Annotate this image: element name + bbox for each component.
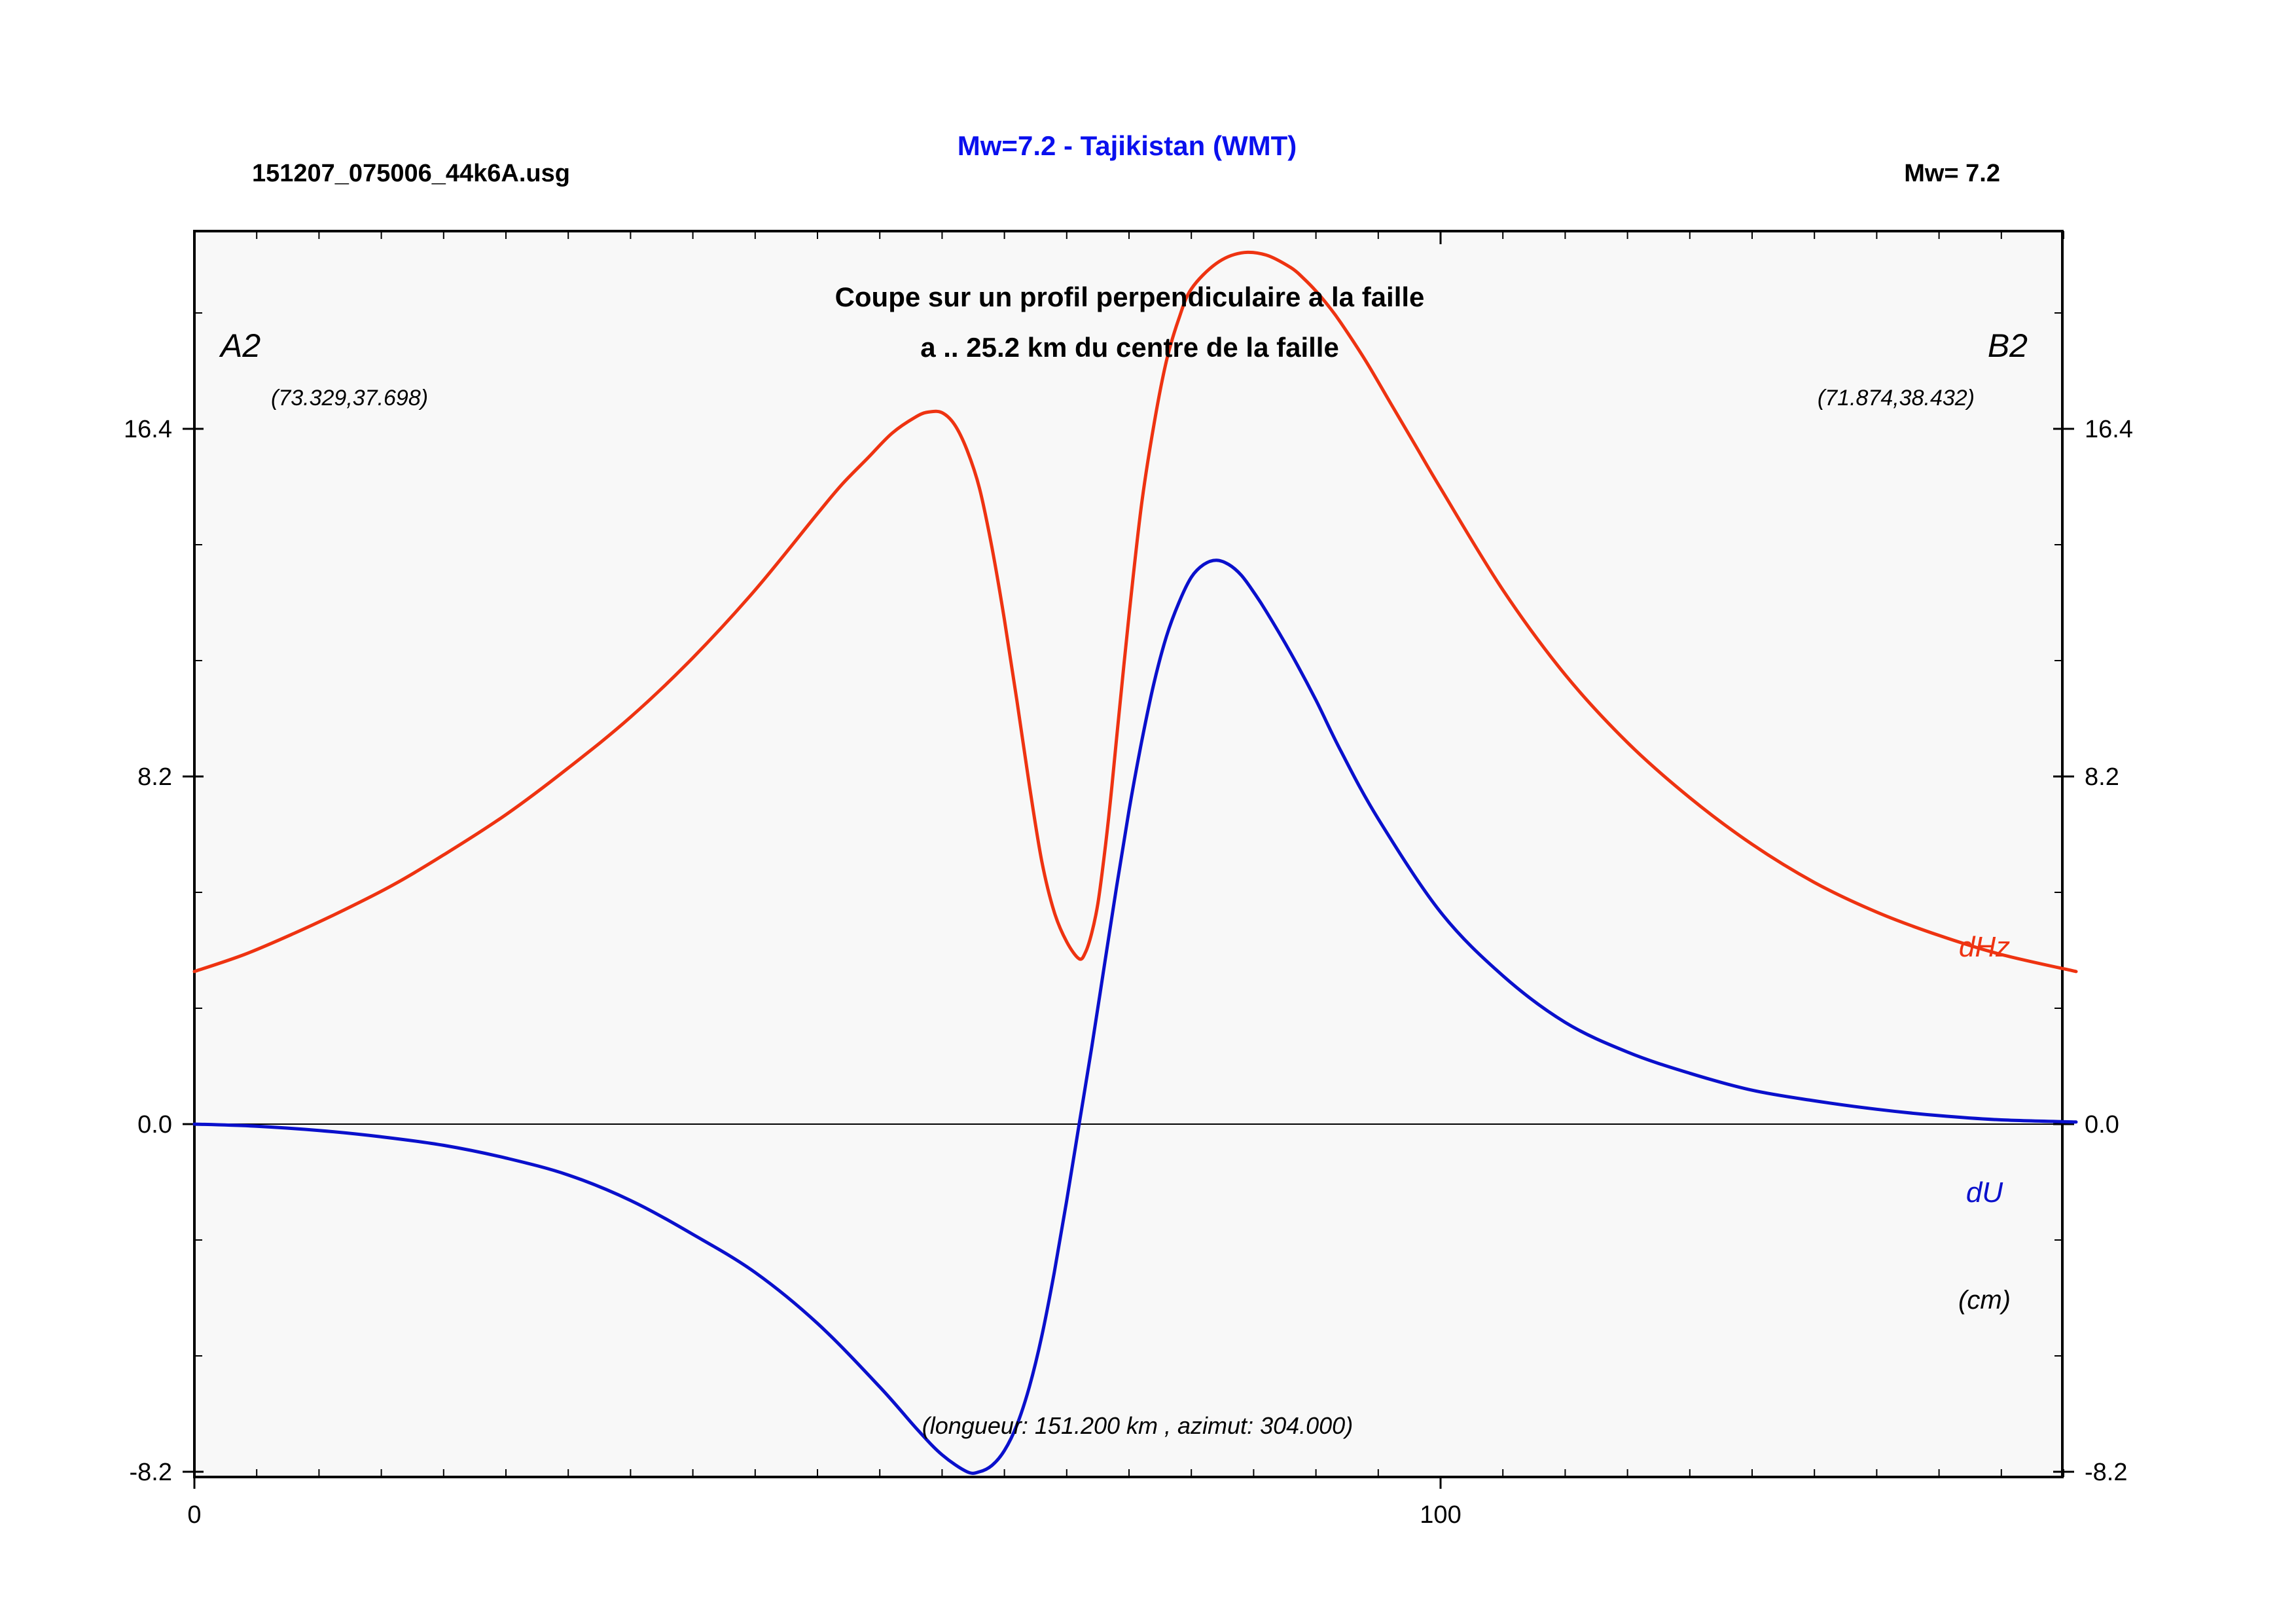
y-tick-label-left: 8.2 bbox=[137, 763, 172, 791]
y-tick-label-right: 16.4 bbox=[2085, 416, 2133, 443]
y-tick-label-left: -8.2 bbox=[130, 1459, 172, 1486]
chart-title: Mw=7.2 - Tajikistan (WMT) bbox=[958, 130, 1297, 161]
series-label-dHz: dHz bbox=[1959, 931, 2010, 963]
series-line-dHz bbox=[192, 250, 2078, 974]
profile-start-label: A2 bbox=[219, 327, 260, 364]
y-tick-label-right: -8.2 bbox=[2085, 1459, 2127, 1486]
series-label-dU: dU bbox=[1966, 1176, 2003, 1209]
plot-area bbox=[193, 230, 2064, 1478]
profile-start-coords: (73.329,37.698) bbox=[271, 386, 428, 410]
unit-label: (cm) bbox=[1958, 1286, 2011, 1315]
x-tick-label: 100 bbox=[1420, 1501, 1461, 1529]
y-tick-label-right: 0.0 bbox=[2085, 1111, 2119, 1139]
magnitude-label: Mw= 7.2 bbox=[1904, 160, 2000, 187]
profile-end-coords: (71.874,38.432) bbox=[1818, 386, 1975, 410]
x-tick-label: 0 bbox=[187, 1501, 201, 1529]
y-tick-label-right: 8.2 bbox=[2085, 763, 2119, 791]
profile-end-label: B2 bbox=[1988, 327, 2028, 364]
y-tick-label-left: 16.4 bbox=[124, 416, 172, 443]
length-note: (longueur: 151.200 km , azimut: 304.000) bbox=[922, 1412, 1353, 1439]
series-group bbox=[192, 250, 2078, 1475]
y-tick-label-left: 0.0 bbox=[137, 1111, 172, 1139]
file-name-label: 151207_075006_44k6A.usg bbox=[252, 160, 570, 187]
minor-ticks bbox=[194, 231, 2064, 1477]
series-line-dU bbox=[192, 558, 2078, 1475]
subtitle-line2: a .. 25.2 km du centre de la faille bbox=[920, 332, 1339, 363]
axis-ticks: 0 100 -8.2 -8.2 0.0 0.0 8.2 8.2 16.4 16.4 bbox=[124, 231, 2133, 1529]
subtitle-line1: Coupe sur un profil perpendiculaire a la… bbox=[835, 282, 1425, 312]
